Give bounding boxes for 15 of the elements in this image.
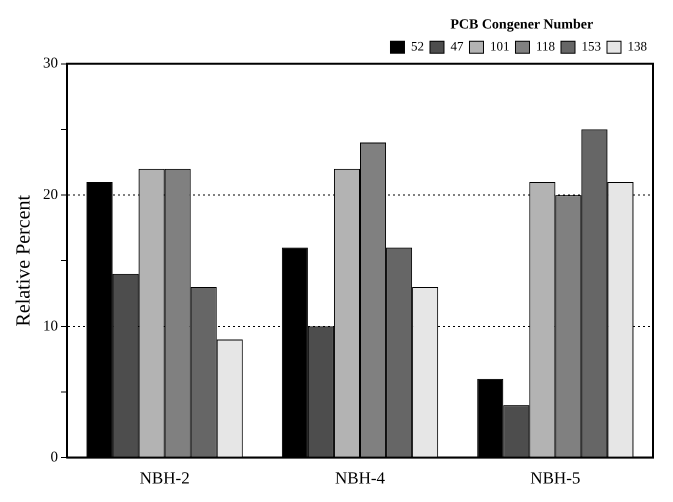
legend-title: PCB Congener Number [450,18,594,33]
legend-label: 101 [490,38,510,54]
legend-label: 138 [628,38,647,54]
legend-label: 52 [410,38,424,54]
y-tick-label: 10 [43,318,58,334]
x-tick-label: NBH-2 [140,468,190,488]
x-tick-label: NBH-4 [334,468,386,488]
y-axis-title: Relative Percent [12,194,34,327]
y-tick-label: 30 [43,56,58,72]
y-tick-label: 0 [50,450,58,466]
legend-label: 47 [450,38,464,54]
legend-label: 153 [582,38,601,54]
y-tick-label: 20 [43,187,58,204]
legend-label: 118 [536,38,556,54]
x-tick-label: NBH-5 [530,468,580,488]
